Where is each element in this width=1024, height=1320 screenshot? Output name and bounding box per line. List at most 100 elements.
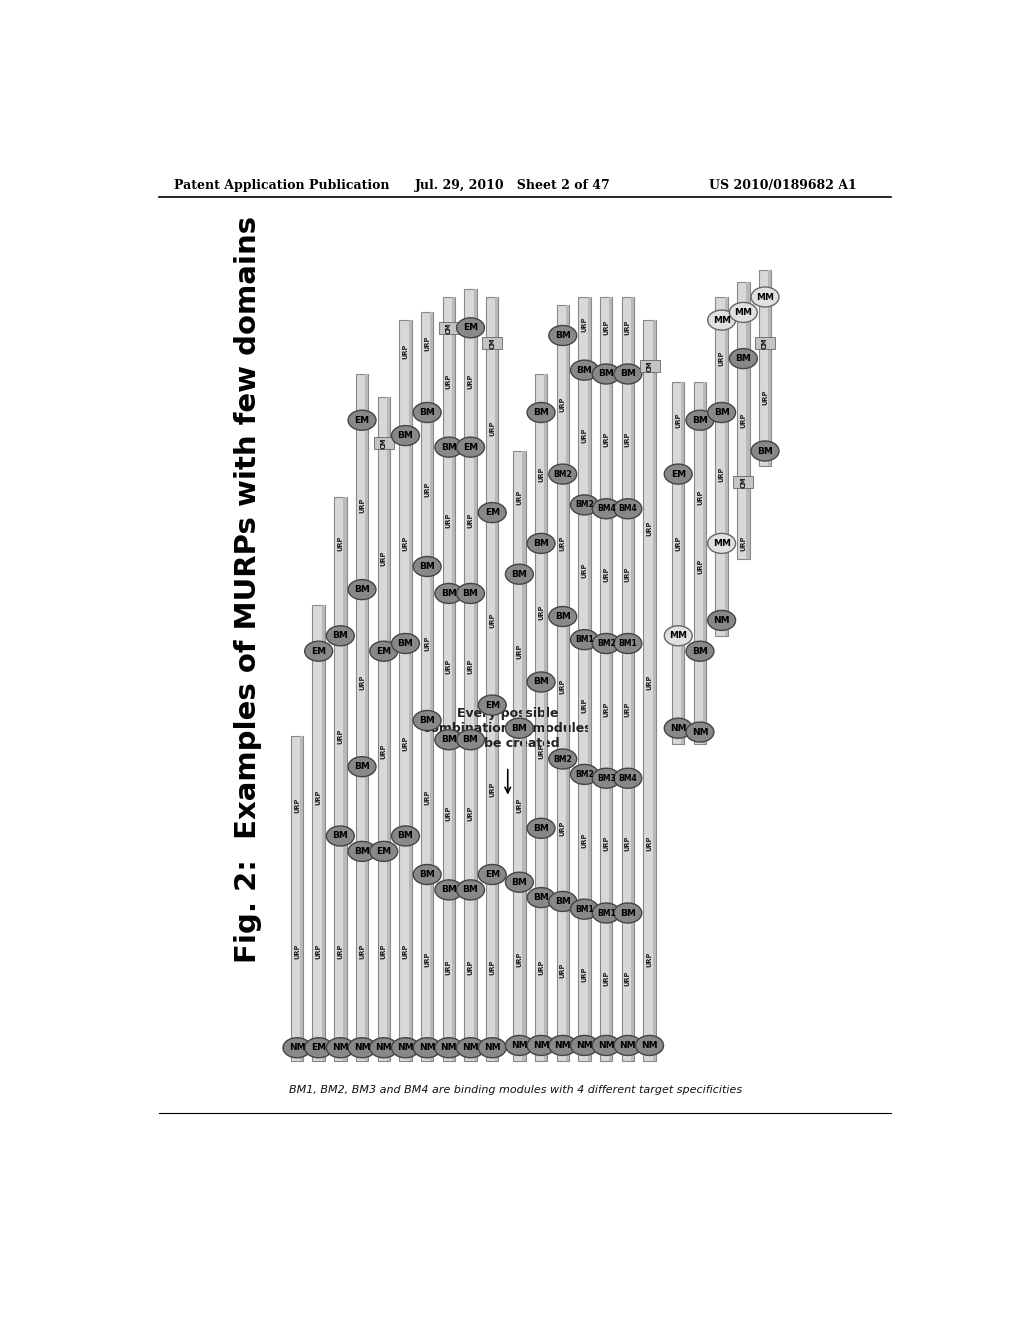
Text: BM2: BM2 — [575, 770, 594, 779]
Ellipse shape — [549, 748, 577, 770]
Text: EM: EM — [484, 701, 500, 710]
Text: URP: URP — [445, 960, 452, 974]
Ellipse shape — [686, 642, 714, 661]
Text: BM: BM — [419, 562, 435, 572]
Ellipse shape — [478, 503, 506, 523]
Ellipse shape — [506, 564, 534, 585]
Ellipse shape — [283, 1038, 311, 1057]
Ellipse shape — [570, 1035, 598, 1056]
Text: NM: NM — [577, 1041, 593, 1049]
Text: URP: URP — [468, 374, 473, 389]
Text: BM: BM — [534, 539, 549, 548]
Text: URP: URP — [697, 558, 702, 574]
Bar — [343, 498, 346, 1061]
Ellipse shape — [614, 364, 642, 384]
Ellipse shape — [751, 286, 779, 308]
Text: BM: BM — [511, 723, 527, 733]
Text: URP: URP — [675, 536, 681, 550]
Text: BM: BM — [397, 639, 414, 648]
Text: BM4: BM4 — [597, 504, 615, 513]
Text: URP: URP — [603, 970, 609, 986]
Text: URP: URP — [381, 944, 387, 960]
Ellipse shape — [570, 630, 598, 649]
Text: BM2: BM2 — [575, 500, 594, 510]
Bar — [746, 281, 750, 558]
Text: URP: URP — [582, 317, 588, 331]
Ellipse shape — [506, 1035, 534, 1056]
Ellipse shape — [549, 607, 577, 627]
Text: EM: EM — [376, 647, 391, 656]
Text: URP: URP — [538, 743, 544, 759]
Bar — [374, 437, 394, 449]
Ellipse shape — [370, 841, 397, 862]
Text: URP: URP — [337, 729, 343, 743]
Bar — [300, 737, 303, 1061]
Ellipse shape — [665, 626, 692, 645]
Text: URP: URP — [402, 343, 409, 359]
Text: BM: BM — [534, 677, 549, 686]
Text: BM1, BM2, BM3 and BM4 are binding modules with 4 different target specificities: BM1, BM2, BM3 and BM4 are binding module… — [289, 1085, 742, 1096]
Ellipse shape — [457, 730, 484, 750]
Bar — [421, 313, 433, 1061]
Ellipse shape — [457, 1038, 484, 1057]
Text: NM: NM — [353, 1043, 371, 1052]
Bar — [703, 381, 707, 743]
Bar — [759, 271, 771, 466]
Text: URP: URP — [424, 482, 430, 498]
Ellipse shape — [391, 425, 420, 446]
Bar — [430, 313, 433, 1061]
Text: BM: BM — [397, 432, 414, 440]
Text: BM: BM — [555, 331, 570, 341]
Text: URP: URP — [740, 413, 746, 428]
Ellipse shape — [305, 1038, 333, 1057]
Ellipse shape — [592, 364, 621, 384]
Ellipse shape — [527, 1035, 555, 1056]
Ellipse shape — [708, 610, 735, 631]
Ellipse shape — [391, 1038, 420, 1057]
Text: BM: BM — [692, 647, 708, 656]
Text: URP: URP — [538, 466, 544, 482]
Text: URP: URP — [603, 321, 609, 335]
Text: URP: URP — [445, 374, 452, 389]
Text: CM: CM — [646, 360, 652, 372]
Bar — [652, 321, 655, 1061]
Bar — [716, 297, 728, 636]
Text: Fig. 2:  Examples of MURPs with few domains: Fig. 2: Examples of MURPs with few domai… — [234, 216, 262, 964]
Ellipse shape — [549, 1035, 577, 1056]
Text: BM: BM — [534, 824, 549, 833]
Ellipse shape — [305, 642, 333, 661]
Ellipse shape — [435, 583, 463, 603]
Ellipse shape — [665, 465, 692, 484]
Bar — [409, 321, 412, 1061]
Text: URP: URP — [538, 960, 544, 974]
Text: URP: URP — [359, 498, 365, 512]
Text: URP: URP — [625, 970, 631, 986]
Bar — [312, 605, 325, 1061]
Text: NM: NM — [714, 616, 730, 624]
Text: BM: BM — [714, 408, 729, 417]
Text: BM: BM — [354, 762, 370, 771]
Ellipse shape — [348, 1038, 376, 1057]
Ellipse shape — [370, 642, 397, 661]
Bar — [733, 475, 754, 488]
Bar — [474, 289, 477, 1061]
Text: BM: BM — [441, 886, 457, 895]
Text: BM: BM — [555, 612, 570, 620]
Ellipse shape — [614, 768, 642, 788]
Bar — [535, 374, 547, 1061]
Text: BM4: BM4 — [618, 504, 637, 513]
Text: URP: URP — [603, 432, 609, 447]
Ellipse shape — [478, 1038, 506, 1057]
Text: URP: URP — [646, 836, 652, 851]
Text: URP: URP — [315, 944, 322, 960]
Ellipse shape — [592, 1035, 621, 1056]
Bar — [640, 360, 659, 372]
Ellipse shape — [457, 437, 484, 457]
Ellipse shape — [570, 899, 598, 919]
Text: CM: CM — [381, 437, 387, 449]
Text: URP: URP — [489, 783, 496, 797]
Bar — [334, 498, 346, 1061]
Text: BM: BM — [511, 570, 527, 578]
Text: URP: URP — [719, 466, 725, 482]
Ellipse shape — [686, 722, 714, 742]
